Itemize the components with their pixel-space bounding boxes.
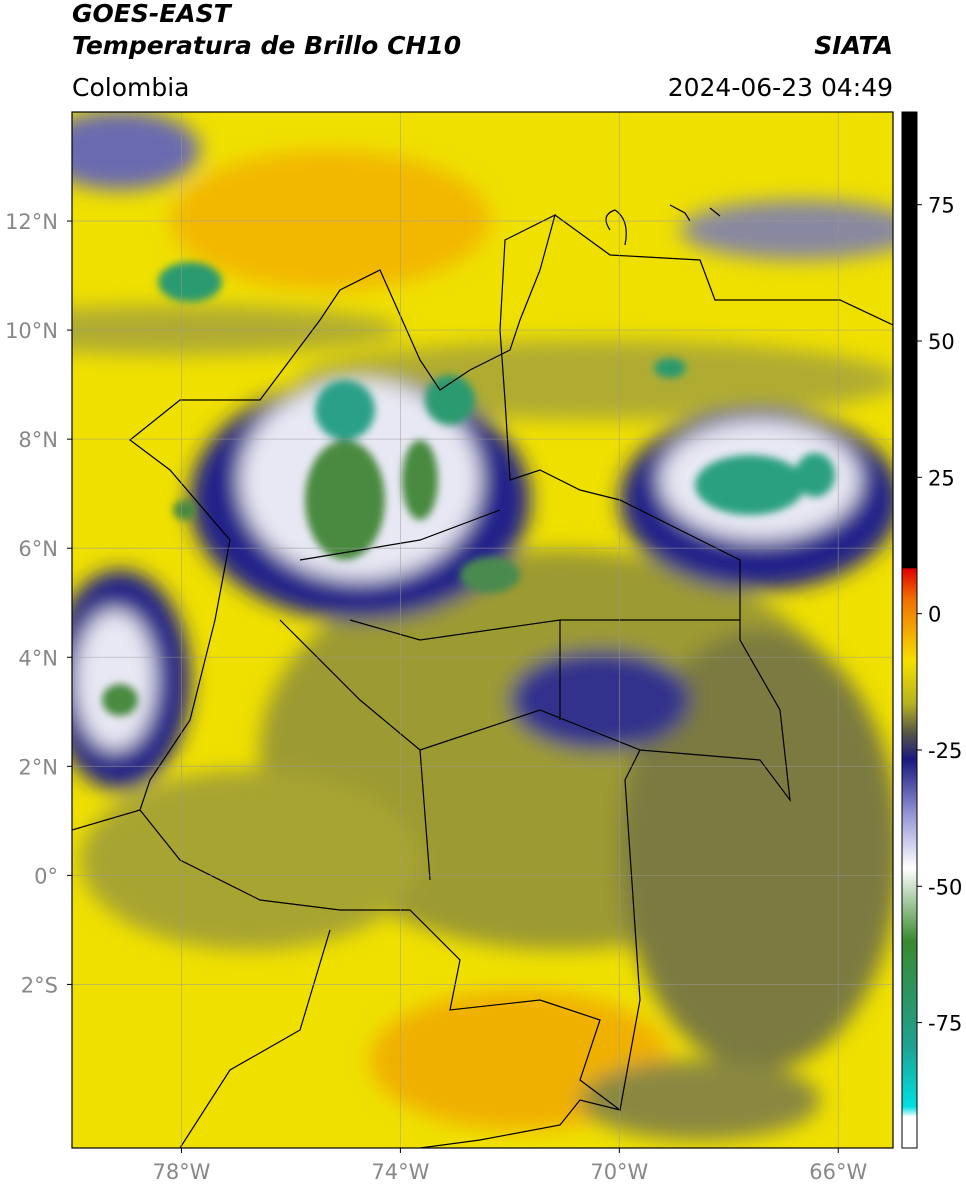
colorbar-tick-label: 25 [928,466,955,490]
colorbar-tick-label: 75 [928,194,955,218]
datetime: 2024-06-23 04:49 [668,73,893,102]
grid [72,112,893,1148]
y-tick-label: 8°N [18,428,58,452]
y-tick-label: 2°S [21,973,58,997]
satellite-image [72,112,893,1148]
colorbar-tick-label: -25 [928,739,962,763]
colorbar-tick-label: -50 [928,875,962,899]
x-tick-label: 78°W [152,1160,210,1184]
colorbar-tick-label: 0 [928,603,941,627]
y-tick-label: 2°N [18,755,58,779]
colorbar-tick-label: 50 [928,330,955,354]
source: SIATA [814,31,893,60]
y-tick-label: 4°N [18,646,58,670]
satellite: GOES-EAST [72,0,233,28]
y-tick-label: 10°N [5,319,58,343]
product: Temperatura de Brillo CH10 [72,31,461,60]
x-tick-label: 74°W [371,1160,429,1184]
colorbar-tick-label: -75 [928,1012,962,1036]
y-tick-label: 6°N [18,537,58,561]
region: Colombia [72,73,189,102]
y-tick-label: 0° [34,864,58,888]
x-tick-label: 70°W [590,1160,648,1184]
x-tick-label: 66°W [809,1160,867,1184]
colorbar [901,111,918,1149]
map-frame [71,111,894,1149]
y-tick-label: 12°N [5,210,58,234]
